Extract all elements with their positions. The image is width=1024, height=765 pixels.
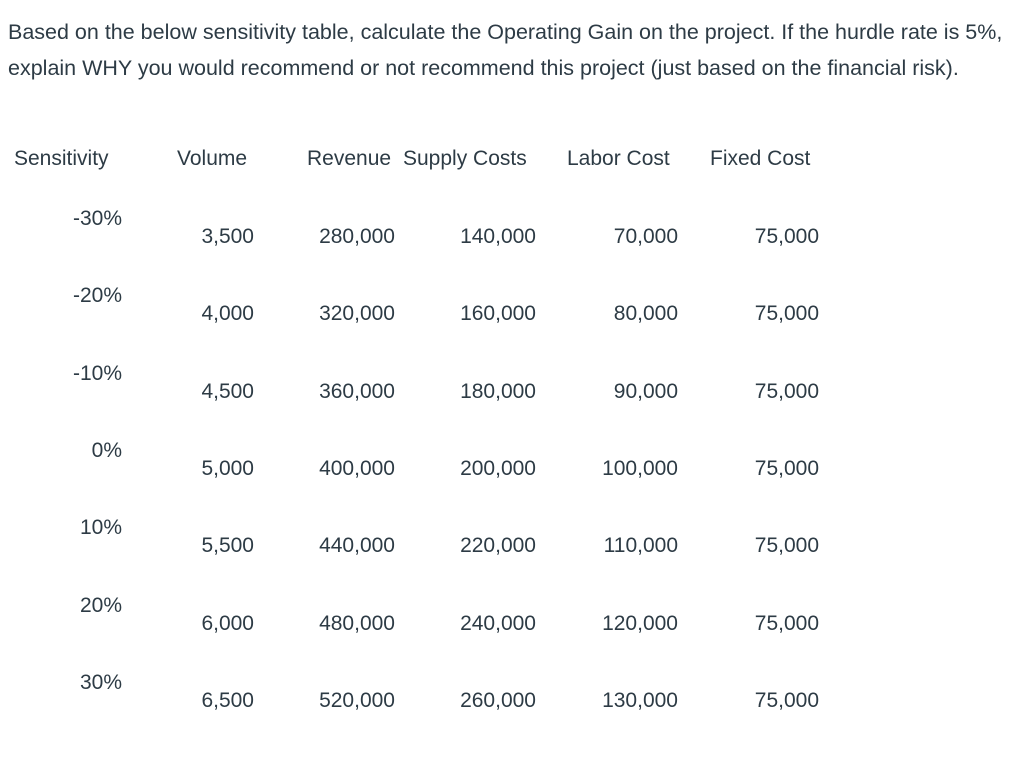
supply-costs-cell: 220,000: [460, 534, 536, 558]
fixed-cost-cell: 75,000: [754, 688, 819, 712]
revenue-cell: 440,000: [319, 534, 395, 558]
volume-cell: 3,500: [201, 225, 254, 248]
supply-costs-cell: 240,000: [460, 611, 536, 635]
labor-cost-cell: 70,000: [613, 225, 678, 248]
labor-cost-cell: 110,000: [603, 534, 678, 558]
sensitivity-cell: 10%: [79, 516, 122, 540]
supply-costs-cell: 180,000: [460, 379, 536, 403]
header-revenue: Revenue: [307, 147, 392, 170]
fixed-cost-cell: 75,000: [754, 225, 819, 248]
header-volume: Volume: [177, 147, 248, 170]
sensitivity-cell: 0%: [91, 438, 122, 462]
fixed-cost-cell: 75,000: [754, 302, 819, 326]
volume-cell: 6,000: [201, 611, 254, 635]
supply-costs-cell: 140,000: [460, 225, 536, 248]
labor-cost-cell: 130,000: [602, 688, 678, 712]
supply-costs-cell: 260,000: [460, 688, 536, 712]
supply-costs-cell: 200,000: [460, 456, 536, 480]
sensitivity-cell: 30%: [79, 670, 122, 694]
revenue-cell: 480,000: [319, 611, 395, 635]
sensitivity-cell: -10%: [72, 361, 122, 385]
fixed-cost-cell: 75,000: [754, 534, 819, 558]
volume-cell: 5,500: [201, 534, 254, 558]
fixed-cost-cell: 75,000: [754, 611, 819, 635]
header-sensitivity: Sensitivity: [14, 147, 109, 170]
revenue-cell: 400,000: [319, 456, 395, 480]
volume-cell: 4,000: [201, 302, 254, 326]
revenue-cell: 520,000: [319, 688, 395, 712]
revenue-cell: 320,000: [319, 302, 395, 326]
fixed-cost-cell: 75,000: [754, 456, 819, 480]
header-labor-cost: Labor Cost: [567, 147, 670, 170]
labor-cost-cell: 120,000: [602, 611, 678, 635]
labor-cost-cell: 100,000: [602, 456, 678, 480]
header-supply-costs: Supply Costs: [403, 147, 527, 170]
fixed-cost-cell: 75,000: [754, 379, 819, 403]
sensitivity-cell: 20%: [79, 593, 122, 617]
revenue-cell: 360,000: [319, 379, 395, 403]
labor-cost-cell: 80,000: [613, 302, 678, 326]
question-text: Based on the below sensitivity table, ca…: [8, 20, 1003, 80]
sensitivity-cell: -30%: [72, 207, 122, 230]
labor-cost-cell: 90,000: [613, 379, 678, 403]
supply-costs-cell: 160,000: [460, 302, 536, 326]
volume-cell: 5,000: [201, 456, 254, 480]
volume-cell: 4,500: [201, 379, 254, 403]
revenue-cell: 280,000: [319, 225, 395, 248]
sensitivity-cell: -20%: [72, 284, 122, 308]
header-fixed-cost: Fixed Cost: [710, 147, 811, 170]
volume-cell: 6,500: [201, 688, 254, 712]
